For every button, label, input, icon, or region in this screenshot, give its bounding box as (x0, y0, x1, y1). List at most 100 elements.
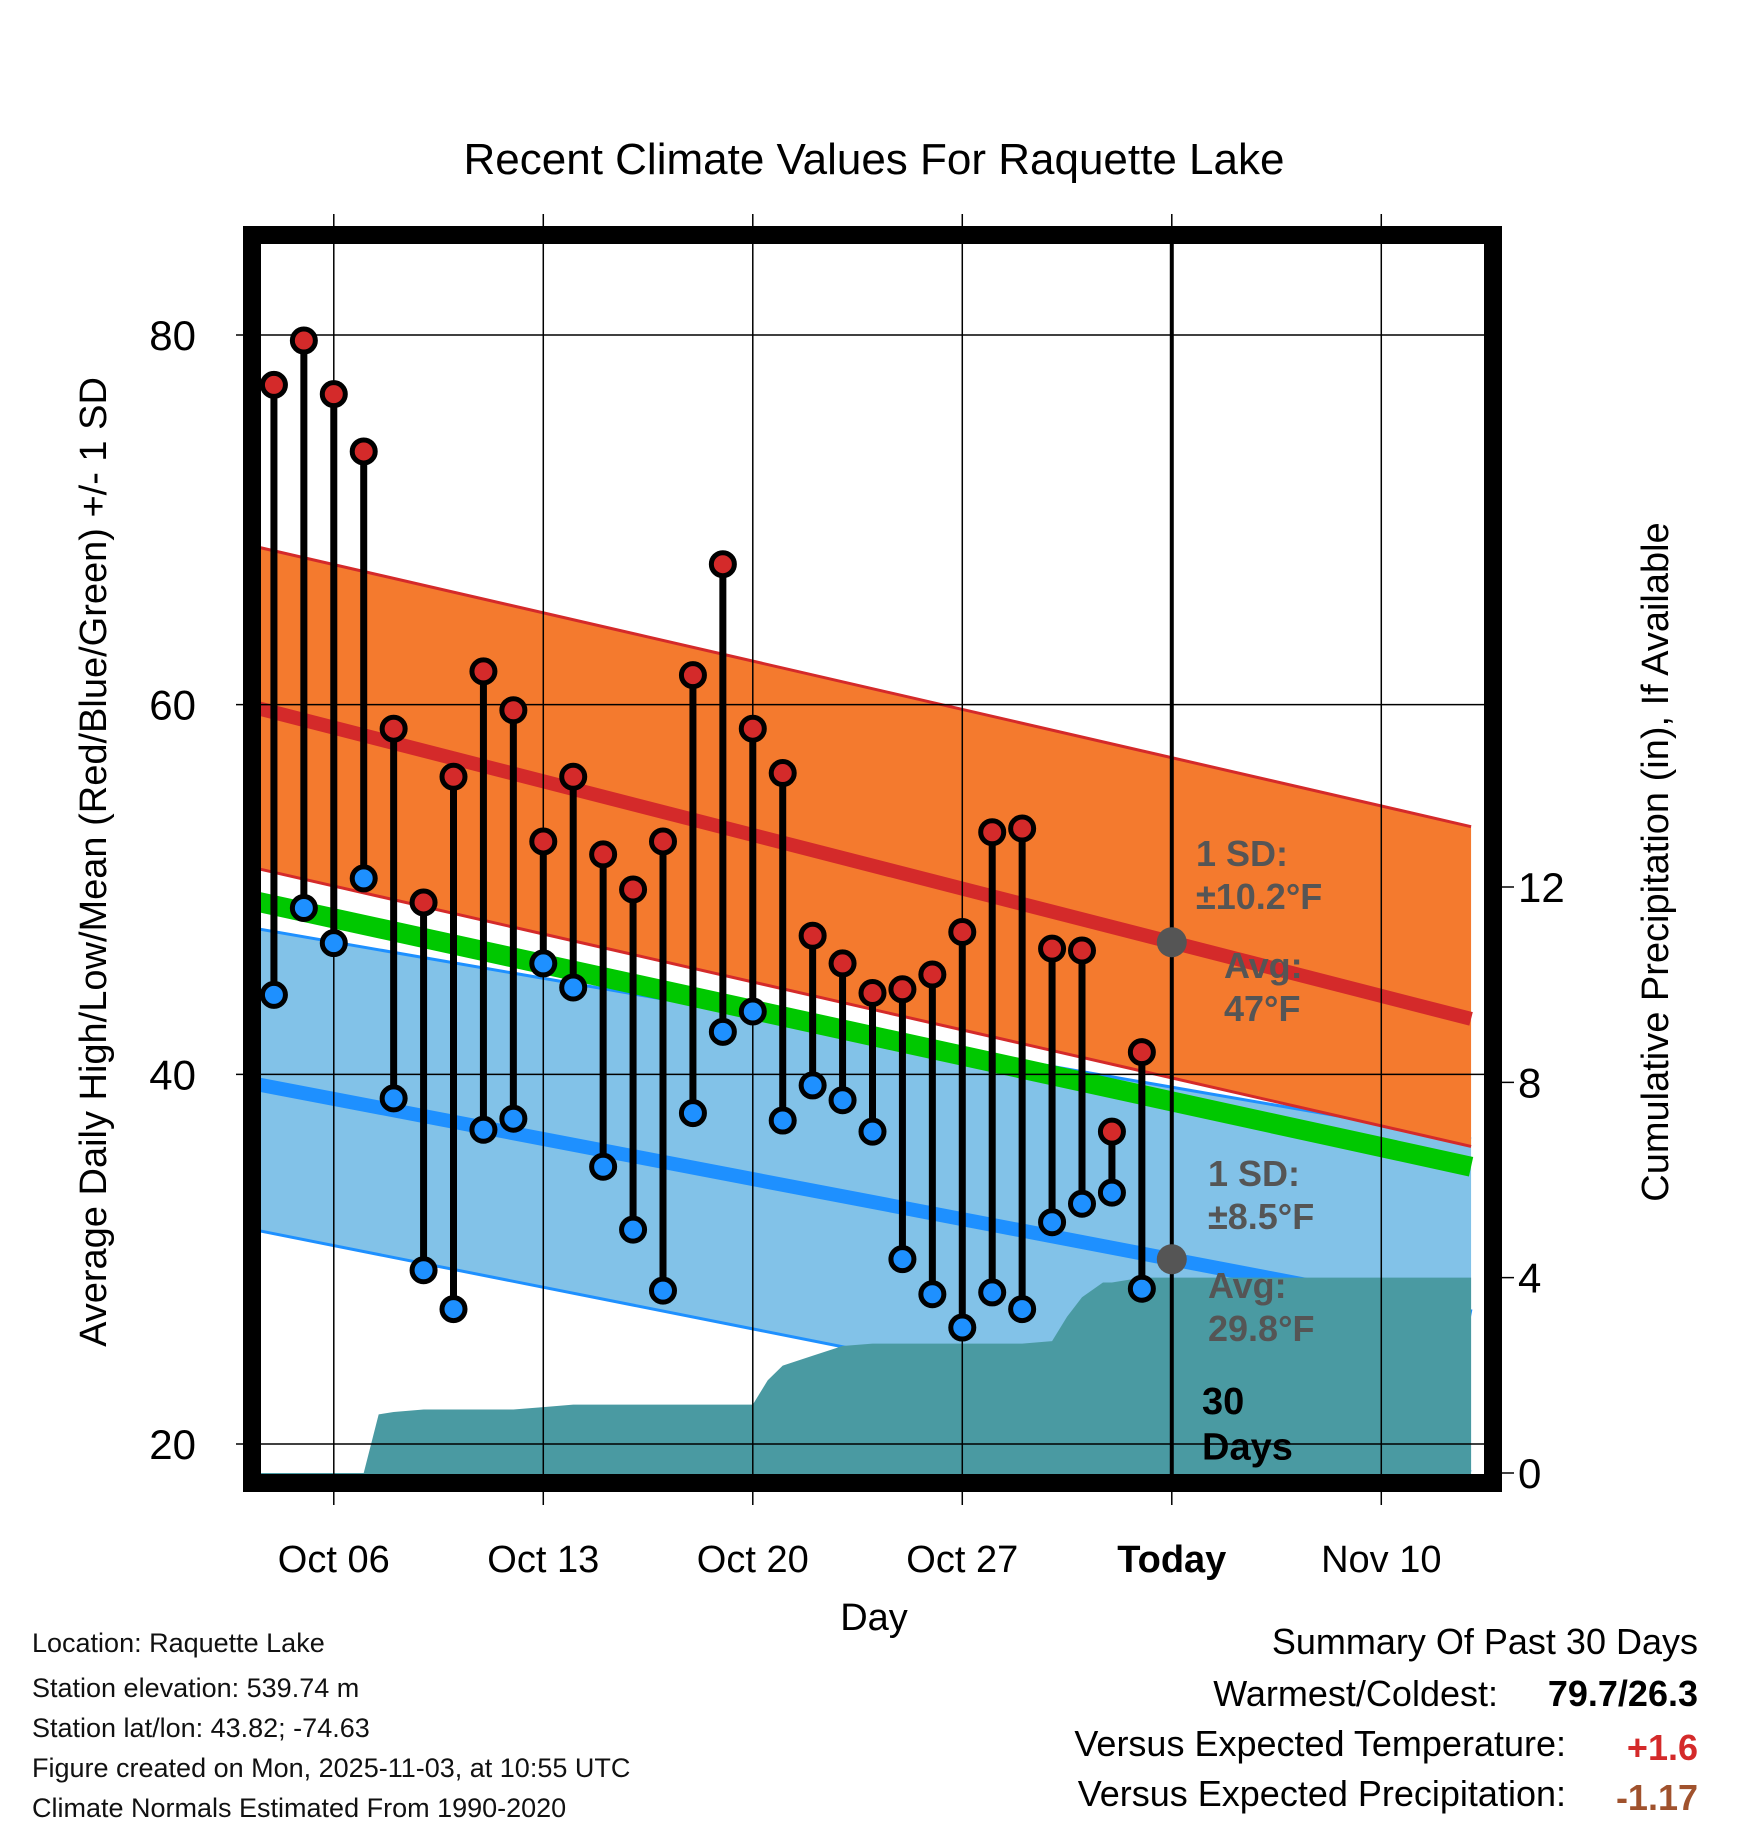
low-avg-annotation: Avg: 29.8°F (1208, 1265, 1314, 1349)
low-point-4 (349, 864, 378, 893)
station-location: Location: Raquette Lake (32, 1628, 325, 1658)
x-tick-label-3: Oct 27 (906, 1539, 1018, 1581)
low-point-11 (559, 973, 588, 1002)
low-point-3 (319, 929, 348, 958)
chart-title: Recent Climate Values For Raquette Lake (464, 135, 1285, 184)
station-elevation: Station elevation: 539.74 m (32, 1673, 360, 1703)
normal-high-line (261, 701, 1473, 1026)
summary-title: Summary Of Past 30 Days (1271, 1621, 1698, 1662)
y2-tick-label-8: 8 (1518, 1059, 1541, 1106)
high-point-11 (559, 762, 588, 791)
low-point-20 (828, 1086, 857, 1115)
high-point-20 (828, 949, 857, 978)
y-tick-label-40: 40 (149, 1051, 196, 1098)
low-point-19 (798, 1071, 827, 1100)
low-point-22 (888, 1245, 917, 1274)
high-avg-annotation: Avg: 47°F (1224, 945, 1303, 1029)
low-point-17 (738, 997, 767, 1026)
precip-vs-expected-value: -1.17 (1615, 1777, 1698, 1818)
x-tick-label-1: Oct 13 (487, 1539, 599, 1581)
temp-vs-expected-label: Versus Expected Temperature: (1074, 1723, 1566, 1764)
low-point-25 (978, 1278, 1007, 1307)
y-tick-label-60: 60 (149, 682, 196, 729)
warm-cold-label: Warmest/Coldest: (1213, 1673, 1498, 1714)
low-sd-annotation: 1 SD: ±8.5°F (1208, 1153, 1314, 1237)
high-point-26 (1008, 814, 1037, 843)
low-point-23 (918, 1280, 947, 1309)
y-tick-label-80: 80 (149, 312, 196, 359)
plot-frame (243, 226, 1502, 1492)
high-point-10 (529, 827, 558, 856)
high-point-23 (918, 960, 947, 989)
high-point-27 (1038, 934, 1067, 963)
high-point-19 (798, 921, 827, 950)
high-point-16 (708, 550, 737, 579)
high-point-15 (678, 661, 707, 690)
precip-cumulative-area (261, 1277, 1472, 1474)
low-point-9 (499, 1104, 528, 1133)
high-sd-band-upper-edge (261, 546, 1472, 829)
high-point-14 (649, 827, 677, 856)
low-point-14 (649, 1276, 677, 1305)
high-point-13 (619, 875, 648, 904)
climate-normals-period: Climate Normals Estimated From 1990-2020 (32, 1793, 567, 1823)
low-point-1 (259, 980, 288, 1009)
high-point-25 (978, 818, 1007, 847)
high-point-7 (439, 762, 468, 791)
high-point-17 (738, 714, 767, 743)
low-point-26 (1008, 1295, 1037, 1324)
low-point-15 (678, 1099, 707, 1128)
low-point-16 (708, 1017, 737, 1046)
precip-vs-expected-label: Versus Expected Precipitation: (1077, 1773, 1566, 1814)
high-point-9 (499, 696, 528, 725)
high-point-28 (1068, 936, 1096, 965)
high-sd-band-lower-edge (261, 867, 1472, 1148)
high-point-4 (349, 437, 378, 466)
low-point-12 (589, 1152, 618, 1181)
y2-axis-label: Cumulative Precipitation (in), If Availa… (1635, 522, 1677, 1201)
y2-tick-label-4: 4 (1518, 1255, 1541, 1302)
low-point-5 (379, 1084, 408, 1113)
normal-low-line (261, 1077, 1473, 1324)
low-point-6 (409, 1256, 438, 1285)
figure-created: Figure created on Mon, 2025-11-03, at 10… (32, 1753, 631, 1783)
x-tick-label-2: Oct 20 (697, 1539, 809, 1581)
period-annotation: 30 Days (1202, 1381, 1293, 1469)
high-point-5 (379, 714, 408, 743)
low-point-24 (948, 1313, 977, 1342)
low-point-28 (1068, 1189, 1096, 1218)
y-tick-label-20: 20 (149, 1421, 196, 1468)
high-point-21 (858, 979, 887, 1008)
high-point-6 (409, 888, 438, 917)
low-point-10 (529, 949, 558, 978)
high-point-8 (469, 657, 498, 686)
low-point-8 (469, 1115, 498, 1144)
high-point-12 (589, 840, 618, 869)
station-latlon: Station lat/lon: 43.82; -74.63 (32, 1713, 370, 1743)
x-tick-label-4: Today (1117, 1539, 1226, 1581)
y2-tick-label-0: 0 (1518, 1450, 1541, 1497)
x-axis-label: Day (840, 1597, 908, 1639)
high-point-2 (289, 326, 318, 355)
warm-cold-value: 79.7/26.3 (1547, 1673, 1698, 1714)
low-point-18 (768, 1106, 797, 1135)
high-point-22 (888, 975, 917, 1004)
low-point-2 (289, 893, 318, 922)
high-point-3 (319, 380, 348, 409)
high-sd-annotation: 1 SD: ±10.2°F (1196, 833, 1322, 917)
high-point-1 (259, 370, 288, 399)
high-point-29 (1097, 1117, 1126, 1146)
today-normal-low-point (1156, 1244, 1187, 1275)
low-point-30 (1127, 1274, 1156, 1303)
normal-mean-line (261, 892, 1474, 1177)
y2-tick-label-12: 12 (1518, 864, 1565, 911)
y-axis-label: Average Daily High/Low/Mean (Red/Blue/Gr… (73, 377, 115, 1347)
temp-vs-expected-value: +1.6 (1626, 1727, 1698, 1768)
high-point-18 (768, 759, 797, 788)
low-point-27 (1038, 1208, 1067, 1237)
x-tick-label-5: Nov 10 (1321, 1539, 1441, 1581)
high-point-24 (948, 918, 977, 947)
x-tick-label-0: Oct 06 (278, 1539, 390, 1581)
high-point-30 (1127, 1038, 1156, 1067)
